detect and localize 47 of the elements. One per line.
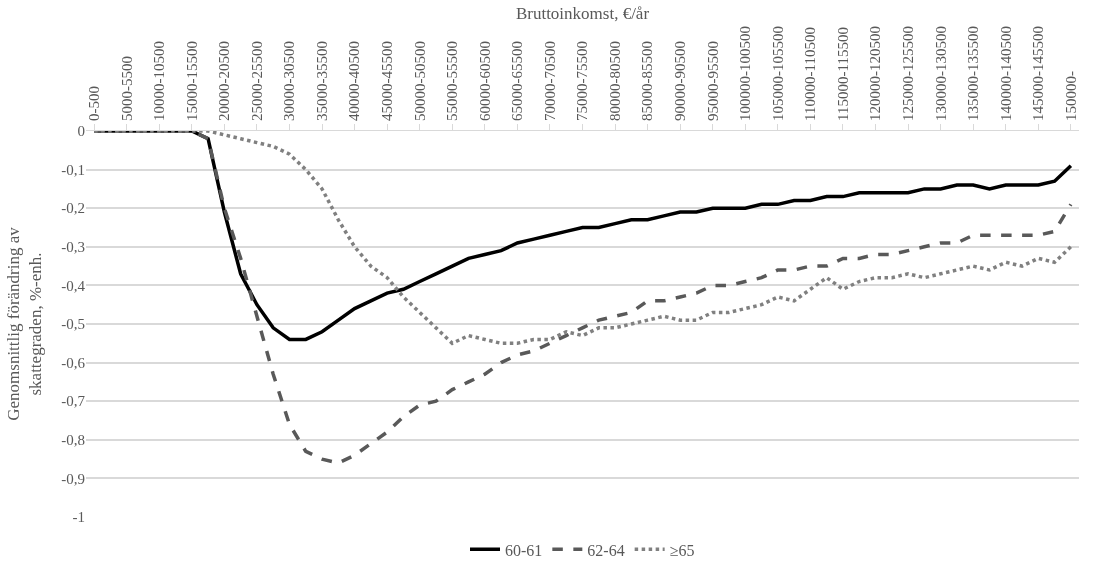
x-tick-label: 85000-85500 [639, 41, 656, 121]
x-tick-label: 120000-120500 [867, 26, 884, 121]
x-tick-label: 40000-40500 [346, 41, 363, 121]
x-tick-label: 15000-15500 [183, 41, 200, 121]
y-tick-label: -0,2 [61, 200, 85, 217]
x-tick-label: 125000-125500 [899, 26, 916, 121]
y-tick-label: -0,6 [61, 354, 86, 371]
x-tick-label: 80000-80500 [606, 41, 623, 121]
x-tick-label: 20000-20500 [216, 41, 233, 121]
x-tick-label: 90000-90500 [672, 41, 689, 121]
x-tick-label: 145000-145500 [1030, 26, 1047, 121]
y-tick-label: 0 [77, 123, 85, 140]
x-tick-label: 55000-55500 [444, 41, 461, 121]
legend-label: ≥65 [669, 541, 695, 559]
x-tick-label: 130000-130500 [932, 26, 949, 121]
x-tick-label: 5000-5500 [118, 56, 135, 121]
y-tick-label: -0,8 [61, 432, 85, 449]
x-tick-label: 30000-30500 [281, 41, 298, 121]
x-tick-label: 100000-100500 [737, 26, 754, 121]
x-tick-label: 110000-110500 [802, 27, 819, 121]
y-tick-label: -0,3 [61, 239, 85, 256]
y-tick-label: -1 [72, 509, 85, 526]
y-tick-label: -0,4 [61, 277, 86, 294]
x-tick-label: 65000-65500 [509, 41, 526, 121]
x-tick-label: 95000-95500 [704, 41, 721, 121]
x-tick-label: 105000-105500 [769, 26, 786, 121]
x-axis-title: Bruttoinkomst, €/år [515, 3, 650, 23]
x-tick-label: 35000-35500 [313, 41, 330, 121]
x-tick-label: 135000-135500 [965, 26, 982, 121]
x-tick-label: 70000-70500 [541, 41, 558, 121]
x-tick-label: 140000-140500 [997, 26, 1014, 121]
x-tick-label: 45000-45500 [379, 41, 396, 121]
x-tick-label: 10000-10500 [151, 41, 168, 121]
y-tick-label: -0,1 [61, 161, 85, 178]
x-tick-label: 25000-25500 [248, 41, 265, 121]
x-tick-label: 50000-50500 [411, 41, 428, 121]
x-tick-label: 75000-75500 [574, 41, 591, 121]
legend-label: 62-64 [587, 541, 625, 559]
legend-label: 60-61 [505, 541, 543, 559]
x-tick-label: 60000-60500 [476, 41, 493, 121]
y-tick-label: -0,5 [61, 316, 85, 333]
x-tick-label: 115000-115500 [834, 27, 851, 121]
x-tick-label: 150000- [1062, 71, 1079, 121]
y-tick-label: -0,7 [61, 393, 86, 410]
x-tick-label: 0-500 [86, 86, 103, 121]
y-tick-label: -0,9 [61, 470, 85, 487]
y-axis-title: Genomsnittlig förändring av skattegraden, %-enh. [3, 226, 45, 421]
